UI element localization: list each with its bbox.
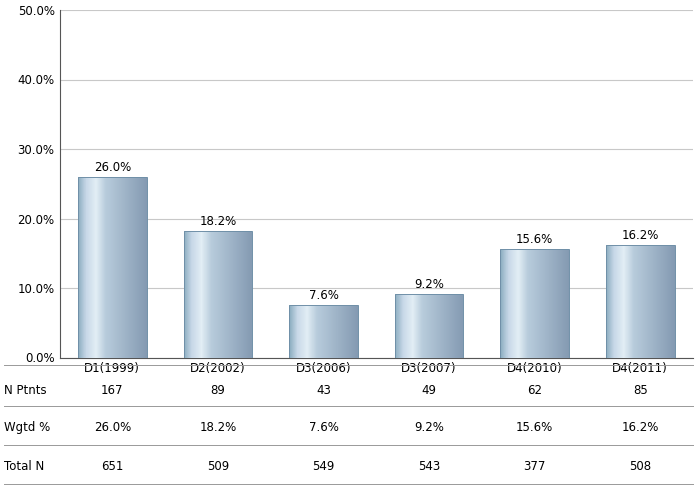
Text: 62: 62 [527, 384, 542, 396]
Text: 549: 549 [312, 460, 335, 472]
Text: 26.0%: 26.0% [94, 421, 131, 434]
Text: 651: 651 [101, 460, 123, 472]
Text: 43: 43 [316, 384, 331, 396]
Text: 508: 508 [629, 460, 651, 472]
Text: 18.2%: 18.2% [199, 215, 237, 228]
Text: 9.2%: 9.2% [414, 278, 444, 291]
Bar [395, 294, 463, 358]
Text: 15.6%: 15.6% [516, 421, 553, 434]
Text: 26.0%: 26.0% [94, 161, 131, 174]
Text: 167: 167 [101, 384, 123, 396]
Text: 7.6%: 7.6% [309, 289, 338, 302]
Bar [78, 177, 146, 358]
Text: 89: 89 [211, 384, 225, 396]
Bar [606, 245, 675, 358]
Text: Total N: Total N [4, 460, 43, 472]
Text: 16.2%: 16.2% [622, 421, 659, 434]
Text: 543: 543 [418, 460, 440, 472]
Text: 9.2%: 9.2% [414, 421, 444, 434]
Text: N Ptnts: N Ptnts [4, 384, 46, 396]
Bar [500, 249, 569, 358]
Text: 16.2%: 16.2% [622, 229, 659, 242]
Text: 49: 49 [421, 384, 437, 396]
Text: 377: 377 [524, 460, 546, 472]
Text: 85: 85 [633, 384, 648, 396]
Text: 7.6%: 7.6% [309, 421, 338, 434]
Text: 18.2%: 18.2% [199, 421, 237, 434]
Bar [183, 231, 252, 358]
Text: 509: 509 [206, 460, 229, 472]
Text: 15.6%: 15.6% [516, 234, 553, 246]
Text: Wgtd %: Wgtd % [4, 421, 50, 434]
Bar [289, 304, 358, 358]
